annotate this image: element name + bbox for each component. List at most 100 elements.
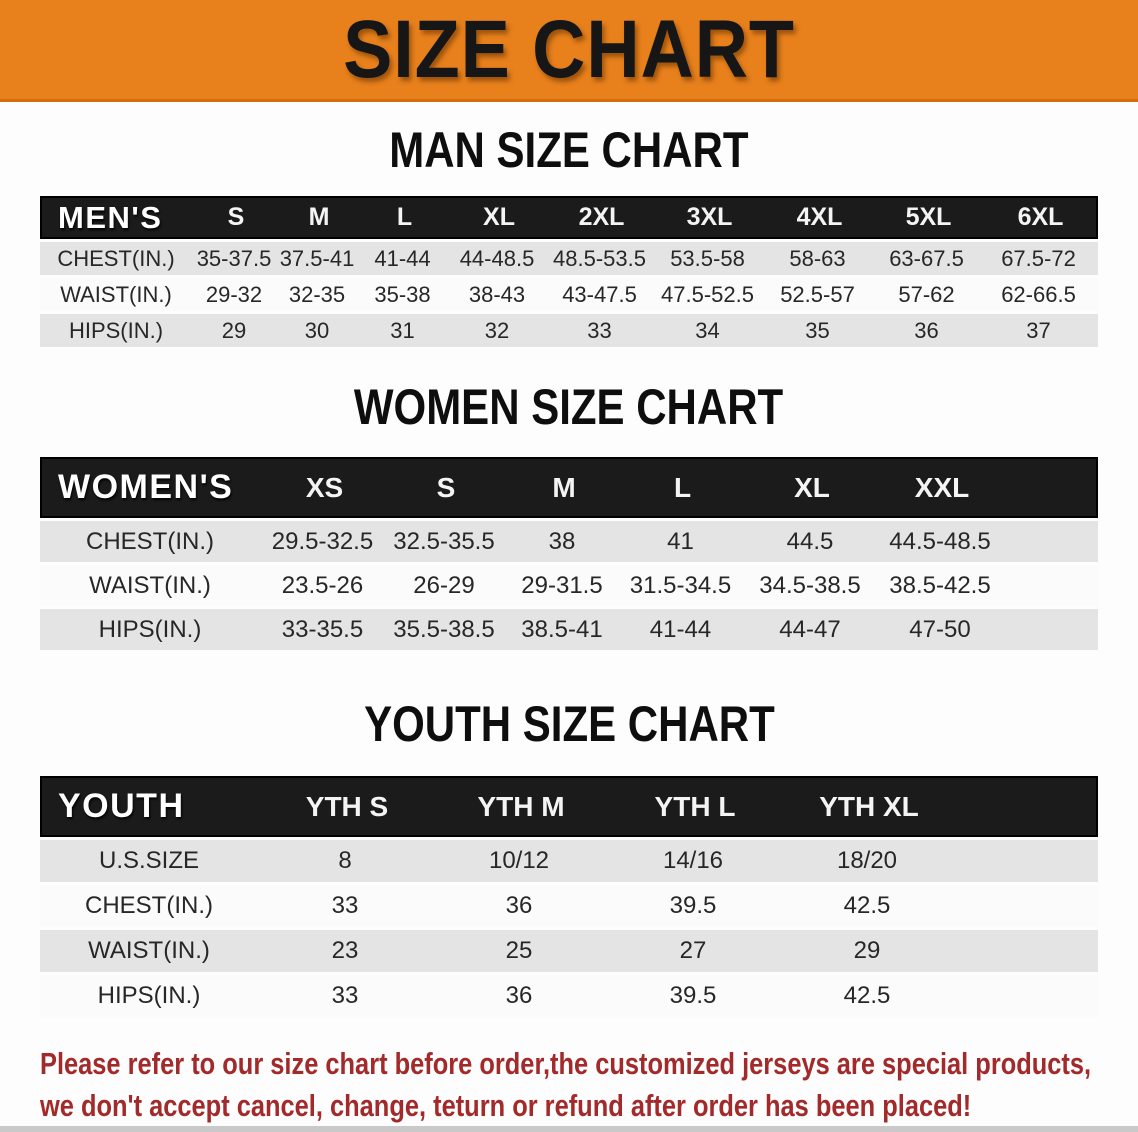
men-table-row-2: HIPS(IN.) 29 30 31 32 33 34 35 36 37 <box>40 314 1098 347</box>
men-cell-1-0: 29-32 <box>205 281 263 307</box>
youth-section-heading-text: YOUTH SIZE CHART <box>363 696 775 752</box>
women-table-row-1: WAIST(IN.) 23.5-26 26-29 29-31.5 31.5-34.5 34… <box>40 565 1098 606</box>
youth-cell-0-1: 10/12 <box>488 847 550 874</box>
youth-row-filler-1 <box>954 885 1098 927</box>
youth-cell-0-2: 14/16 <box>662 847 724 874</box>
women-column-header-0: XS <box>305 471 344 503</box>
women-cell-2-4: 44-47 <box>779 615 841 643</box>
men-cell-0-3: 44-48.5 <box>459 245 535 271</box>
women-cell-2-1: 35.5-38.5 <box>393 615 495 643</box>
women-row-filler-2 <box>1000 609 1098 650</box>
youth-cell-3-2: 39.5 <box>669 982 717 1009</box>
youth-row-label-1: CHEST(IN.) <box>85 892 213 919</box>
youth-header-filler <box>956 778 1096 835</box>
women-row-label-0: CHEST(IN.) <box>86 527 214 555</box>
men-section-heading: MAN SIZE CHART <box>0 125 1138 175</box>
youth-table-row-1: CHEST(IN.) 33 36 39.5 42.5 <box>40 885 1098 927</box>
men-column-header-5: 3XL <box>686 203 733 231</box>
men-cell-1-2: 35-38 <box>374 281 431 307</box>
women-section-heading: WOMEN SIZE CHART <box>0 379 1138 435</box>
women-section-heading-text: WOMEN SIZE CHART <box>354 379 784 435</box>
men-cell-2-8: 37 <box>1026 317 1051 343</box>
women-cell-1-0: 23.5-26 <box>281 571 364 599</box>
men-cell-2-7: 36 <box>914 317 939 343</box>
women-row-filler-0 <box>1000 521 1098 562</box>
women-cell-2-0: 33-35.5 <box>281 615 364 643</box>
men-column-header-8: 6XL <box>1017 203 1064 231</box>
youth-row-label-2: WAIST(IN.) <box>88 937 210 964</box>
women-cell-0-1: 32.5-35.5 <box>393 527 495 555</box>
men-cell-1-1: 32-35 <box>288 281 346 307</box>
men-column-header-0: S <box>227 203 245 231</box>
women-row-label-2: HIPS(IN.) <box>98 615 202 643</box>
men-size-table: MEN'S S M L XL 2XL 3XL 4XL 5XL 6XL CHEST(IN.) 35-37… <box>40 196 1098 347</box>
youth-section-heading: YOUTH SIZE CHART <box>0 696 1138 752</box>
youth-column-header-3: YTH XL <box>819 790 919 822</box>
men-column-header-4: 2XL <box>578 203 625 231</box>
women-size-table: WOMEN'S XS S M L XL XXL CHEST(IN.) 29.5-32.5 32.5… <box>40 457 1098 650</box>
men-cell-2-3: 32 <box>484 317 510 343</box>
men-cell-0-6: 58-63 <box>789 245 846 271</box>
youth-cell-0-0: 8 <box>338 847 352 874</box>
women-column-header-1: S <box>436 471 456 503</box>
men-section: MAN SIZE CHART MEN'S S M L XL 2XL 3XL 4XL 5XL 6XL… <box>0 125 1138 347</box>
men-cell-1-3: 38-43 <box>468 281 526 307</box>
youth-column-header-1: YTH M <box>477 790 565 822</box>
men-table-row-1: WAIST(IN.) 29-32 32-35 35-38 38-43 43-47.5 47.… <box>40 278 1098 311</box>
men-column-header-6: 4XL <box>796 203 843 231</box>
youth-cell-1-0: 33 <box>331 892 359 919</box>
page-title: SIZE CHART <box>343 3 795 95</box>
men-row-filler-0 <box>1096 242 1098 275</box>
youth-column-header-2: YTH L <box>654 790 736 822</box>
youth-cell-2-1: 25 <box>505 937 533 964</box>
men-cell-1-7: 57-62 <box>898 281 955 307</box>
women-cell-0-0: 29.5-32.5 <box>271 527 374 555</box>
women-column-header-2: M <box>552 471 576 503</box>
disclaimer: Please refer to our size chart before or… <box>40 1043 1106 1127</box>
women-column-header-5: XXL <box>914 471 970 503</box>
youth-cell-2-2: 27 <box>679 937 707 964</box>
women-row-filler-1 <box>1000 565 1098 606</box>
men-cell-0-5: 53.5-58 <box>670 245 745 271</box>
men-row-label-2: HIPS(IN.) <box>68 317 164 343</box>
men-column-header-3: XL <box>483 203 515 231</box>
women-cell-1-2: 29-31.5 <box>521 571 603 599</box>
women-section: WOMEN SIZE CHART WOMEN'S XS S M L XL XXL CHEST(… <box>0 379 1138 650</box>
men-table-label: MEN'S <box>58 199 163 235</box>
women-table-row-0: CHEST(IN.) 29.5-32.5 32.5-35.5 38 41 44.5 44.5… <box>40 521 1098 562</box>
youth-size-table: YOUTH YTH S YTH M YTH L YTH XL U.S.SIZE 8 10/12… <box>40 776 1098 1017</box>
disclaimer-line-2: we don't accept cancel, change, teturn o… <box>40 1088 972 1123</box>
women-cell-0-5: 44.5-48.5 <box>889 527 991 555</box>
youth-table-label: YOUTH <box>58 787 185 825</box>
youth-cell-2-3: 29 <box>853 937 881 964</box>
men-cell-0-8: 67.5-72 <box>1001 245 1076 271</box>
women-cell-1-4: 34.5-38.5 <box>759 571 861 599</box>
youth-row-filler-0 <box>954 840 1098 882</box>
men-cell-0-2: 41-44 <box>374 245 431 271</box>
women-row-label-1: WAIST(IN.) <box>89 571 211 599</box>
men-cell-2-0: 29 <box>221 317 247 343</box>
youth-row-label-3: HIPS(IN.) <box>97 982 201 1009</box>
women-cell-2-2: 38.5-41 <box>521 615 603 643</box>
youth-column-header-0: YTH S <box>305 790 389 822</box>
image-bottom-edge <box>0 1126 1138 1132</box>
men-cell-1-5: 47.5-52.5 <box>661 281 754 307</box>
men-column-header-7: 5XL <box>905 203 952 231</box>
women-cell-1-3: 31.5-34.5 <box>629 571 732 599</box>
men-row-filler-1 <box>1096 278 1098 311</box>
women-table-row-2: HIPS(IN.) 33-35.5 35.5-38.5 38.5-41 41-44 44-… <box>40 609 1098 650</box>
men-column-header-2: L <box>396 203 413 231</box>
men-column-header-1: M <box>308 203 330 231</box>
youth-section: YOUTH SIZE CHART YOUTH YTH S YTH M YTH L YTH… <box>0 696 1138 1017</box>
youth-cell-1-1: 36 <box>505 892 533 919</box>
youth-row-filler-2 <box>954 930 1098 972</box>
men-cell-2-5: 34 <box>695 317 720 343</box>
men-row-filler-2 <box>1096 314 1098 347</box>
men-cell-1-4: 43-47.5 <box>562 281 637 307</box>
men-cell-2-4: 33 <box>587 317 612 343</box>
men-row-label-0: CHEST(IN.) <box>57 245 175 271</box>
youth-row-label-0: U.S.SIZE <box>98 847 200 874</box>
youth-cell-1-2: 39.5 <box>669 892 717 919</box>
men-row-label-1: WAIST(IN.) <box>60 281 172 307</box>
disclaimer-line-1: Please refer to our size chart before or… <box>40 1046 1092 1081</box>
